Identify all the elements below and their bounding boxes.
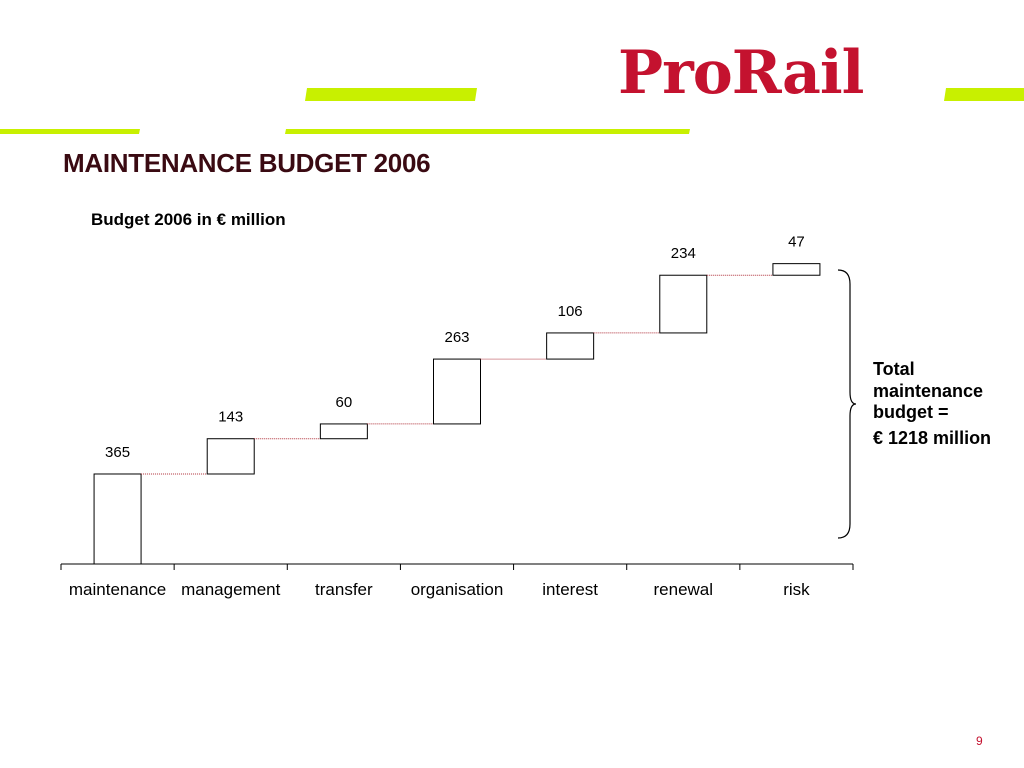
waterfall-bar xyxy=(659,274,708,334)
data-label: 47 xyxy=(788,234,805,251)
total-brace xyxy=(837,269,857,539)
data-label: 263 xyxy=(444,329,469,346)
x-tick-label: management xyxy=(181,580,281,599)
accent-stripe-4 xyxy=(285,129,690,134)
waterfall-bar xyxy=(772,263,821,276)
data-label: 234 xyxy=(671,245,696,262)
x-tick-label: risk xyxy=(783,580,810,599)
waterfall-bar xyxy=(93,473,142,565)
waterfall-bar xyxy=(319,423,368,440)
waterfall-bar xyxy=(206,438,255,475)
prorail-logo: ProRail xyxy=(618,38,878,108)
data-label: 143 xyxy=(218,409,243,426)
page-number: 9 xyxy=(976,734,983,748)
data-label: 365 xyxy=(105,444,130,461)
total-annotation: Total maintenance budget = € 1218 millio… xyxy=(873,359,1018,449)
slide-title: MAINTENANCE BUDGET 2006 xyxy=(63,148,431,178)
logo-text: ProRail xyxy=(618,38,864,108)
waterfall-chart: 365 maintenance 143 management 60 transfer 263… xyxy=(60,234,857,599)
accent-stripe-2 xyxy=(944,88,1024,101)
accent-stripes xyxy=(0,88,1024,134)
x-tick-label: renewal xyxy=(654,580,714,599)
data-label: 106 xyxy=(558,303,583,320)
x-tick-label: maintenance xyxy=(69,580,166,599)
accent-stripe-1 xyxy=(305,88,477,101)
accent-stripe-3 xyxy=(0,129,140,134)
x-tick-label: transfer xyxy=(315,580,373,599)
data-label: 60 xyxy=(336,394,353,411)
chart-subtitle: Budget 2006 in € million xyxy=(91,210,286,229)
total-label: Total maintenance budget = xyxy=(873,359,984,422)
waterfall-bar xyxy=(433,358,481,425)
x-tick-label: interest xyxy=(542,580,598,599)
x-tick-label: organisation xyxy=(411,580,504,599)
waterfall-bar xyxy=(546,332,595,360)
total-amount: € 1218 million xyxy=(873,427,992,448)
